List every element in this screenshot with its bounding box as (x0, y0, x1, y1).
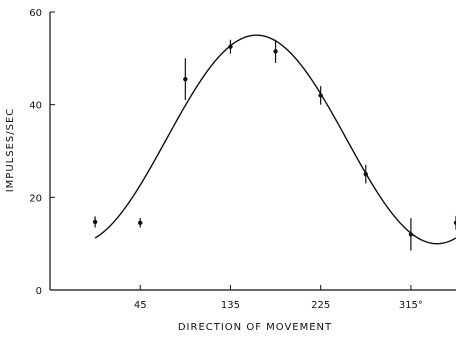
data-point (183, 58, 188, 101)
fitted-cosine-curve (94, 34, 456, 245)
data-point (318, 86, 323, 105)
data-point (363, 164, 368, 184)
point-marker (228, 44, 233, 49)
x-tick-label: 225 (311, 300, 330, 311)
data-point (92, 216, 98, 228)
data-point (453, 215, 456, 230)
x-ticks: 45 135 225 315° (134, 285, 423, 311)
x-axis-label: DIRECTION OF MOVEMENT (178, 322, 332, 333)
point-marker (138, 220, 143, 226)
data-point (273, 39, 278, 63)
point-marker (183, 76, 188, 82)
point-marker (408, 232, 414, 237)
data-points (92, 39, 456, 251)
y-ticks: 0 20 40 60 (29, 8, 55, 297)
point-marker (318, 93, 323, 98)
point-marker (92, 219, 98, 225)
y-axis-label: IMPULSES/SEC (5, 108, 16, 193)
data-point (228, 39, 233, 54)
point-marker (453, 220, 456, 226)
x-tick-label: 315° (399, 300, 423, 311)
axes (49, 12, 456, 291)
y-tick-label: 60 (29, 8, 42, 19)
point-marker (273, 49, 278, 54)
x-tick-label: 45 (134, 300, 147, 311)
data-point (138, 218, 143, 228)
x-tick-label: 135 (221, 300, 240, 311)
y-tick-label: 0 (36, 286, 42, 297)
data-point (408, 218, 414, 251)
point-marker (363, 171, 368, 177)
y-tick-label: 40 (29, 101, 42, 112)
y-tick-label: 20 (29, 193, 42, 204)
